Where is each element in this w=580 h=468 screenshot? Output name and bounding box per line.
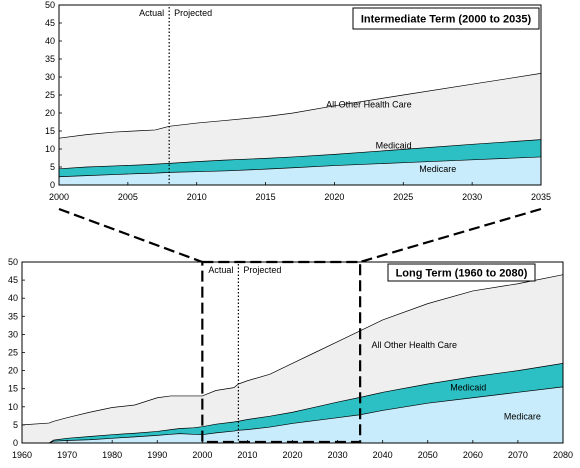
projected-label: Projected (243, 265, 281, 275)
zoom-window-box (201, 260, 362, 444)
label-medicaid: Medicaid (450, 383, 486, 393)
y-tick-label: 50 (45, 0, 55, 10)
actual-label: Actual (208, 265, 233, 275)
area-medicare (59, 156, 541, 185)
x-tick-label: 2025 (393, 192, 413, 202)
x-tick-label: 2020 (324, 192, 344, 202)
y-tick-label: 25 (45, 90, 55, 100)
x-tick-label: 1980 (102, 450, 122, 460)
area-medicaid (59, 139, 541, 177)
chart-title: Long Term (1960 to 2080) (396, 268, 528, 280)
line-medicare (22, 386, 564, 444)
x-tick-label: 1960 (12, 450, 32, 460)
y-tick-label: 50 (8, 257, 18, 267)
y-tick-label: 40 (45, 36, 55, 46)
y-tick-label: 0 (13, 438, 18, 448)
y-tick-label: 40 (8, 293, 18, 303)
long-term-chart: 0 5 10 15 20 25 30 35 40 45 50 1960 1970 1980 1990 2000… (8, 257, 573, 460)
x-tick-label: 2050 (418, 450, 438, 460)
x-tick-label: 1990 (147, 450, 167, 460)
x-tick-label: 2015 (256, 192, 276, 202)
y-tick-label: 20 (8, 366, 18, 376)
x-tick-label: 2005 (118, 192, 138, 202)
title-box (352, 7, 540, 30)
x-tick-label: 2035 (531, 192, 551, 202)
y-tick-label: 35 (45, 54, 55, 64)
chart-title: Intermediate Term (2000 to 2035) (361, 14, 532, 26)
x-tick-label: 2080 (553, 450, 573, 460)
label-medicaid: Medicaid (376, 140, 412, 150)
area-all-other-health-care (22, 274, 563, 443)
label-all-other-health-care: All Other Health Care (326, 100, 412, 110)
y-tick-label: 10 (45, 144, 55, 154)
y-tick-label: 5 (13, 420, 18, 430)
y-tick-label: 5 (50, 162, 55, 172)
y-tick-label: 45 (45, 18, 55, 28)
line-medicaid (22, 363, 564, 444)
x-tick-label: 2010 (237, 450, 257, 460)
y-tick-label: 15 (8, 384, 18, 394)
y-tick-label: 10 (8, 402, 18, 412)
title-box (387, 263, 536, 282)
label-all-other-health-care: All Other Health Care (371, 340, 457, 350)
y-tick-label: 0 (50, 180, 55, 190)
x-tick-label: 2010 (187, 192, 207, 202)
y-tick-label: 15 (45, 126, 55, 136)
y-tick-label: 25 (8, 348, 18, 358)
x-tick-label: 2060 (463, 450, 483, 460)
area-medicare (22, 386, 563, 443)
x-tick-label: 2070 (508, 450, 528, 460)
y-tick-label: 20 (45, 108, 55, 118)
label-medicare: Medicare (419, 164, 456, 174)
y-tick-label: 45 (8, 275, 18, 285)
x-tick-label: 2000 (49, 192, 69, 202)
x-tick-label: 2030 (328, 450, 348, 460)
y-tick-label: 35 (8, 311, 18, 321)
actual-label: Actual (139, 8, 164, 18)
x-tick-label: 1970 (57, 450, 77, 460)
projected-label: Projected (174, 8, 212, 18)
zoom-connector-left (58, 207, 203, 264)
x-tick-label: 2040 (373, 450, 393, 460)
x-tick-label: 2000 (192, 450, 212, 460)
label-medicare: Medicare (504, 411, 541, 421)
line-medicare (58, 156, 542, 178)
zoom-connector-right (359, 207, 542, 264)
area-all-other-health-care (59, 73, 541, 169)
line-all-other-health-care (58, 73, 542, 139)
x-tick-label: 2030 (462, 192, 482, 202)
x-tick-label: 2020 (282, 450, 302, 460)
line-all-other-health-care (21, 274, 564, 426)
y-tick-label: 30 (45, 72, 55, 82)
zoom-connector-lines (58, 207, 542, 444)
y-tick-label: 30 (8, 329, 18, 339)
line-medicaid (58, 139, 542, 170)
